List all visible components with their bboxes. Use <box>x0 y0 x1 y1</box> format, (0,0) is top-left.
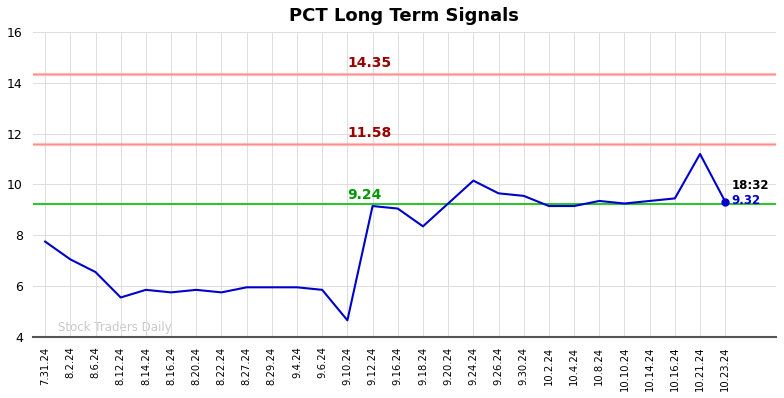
Bar <box>33 73 775 75</box>
Title: PCT Long Term Signals: PCT Long Term Signals <box>289 7 519 25</box>
Text: Stock Traders Daily: Stock Traders Daily <box>58 321 172 334</box>
Text: 18:32: 18:32 <box>731 179 769 192</box>
Text: 9.32: 9.32 <box>731 194 760 207</box>
Text: 11.58: 11.58 <box>347 126 392 140</box>
Text: 14.35: 14.35 <box>347 56 391 70</box>
Text: 9.24: 9.24 <box>347 188 382 202</box>
Bar <box>33 143 775 145</box>
